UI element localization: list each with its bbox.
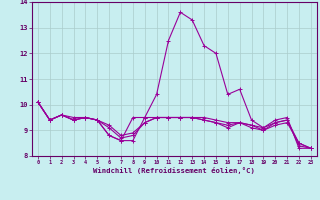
X-axis label: Windchill (Refroidissement éolien,°C): Windchill (Refroidissement éolien,°C)	[93, 167, 255, 174]
